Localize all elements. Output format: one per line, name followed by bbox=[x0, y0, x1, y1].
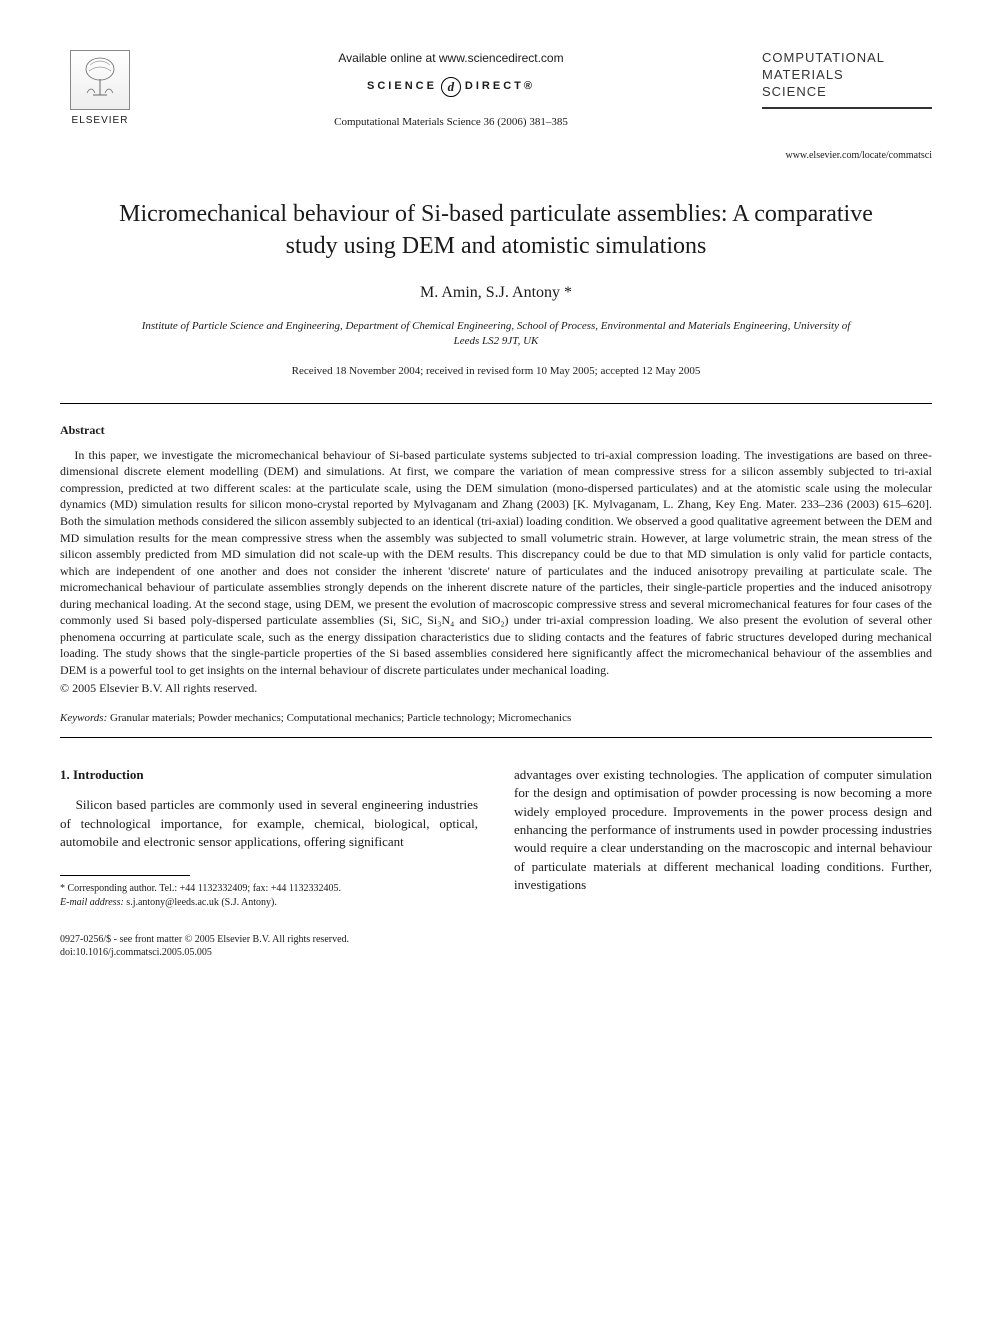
sd-text-left: SCIENCE bbox=[367, 79, 437, 94]
sciencedirect-logo: SCIENCE d DIRECT® bbox=[160, 77, 742, 97]
footnote-rule bbox=[60, 875, 190, 876]
rule-above-abstract bbox=[60, 403, 932, 404]
footnote-email: s.j.antony@leeds.ac.uk bbox=[124, 897, 222, 908]
keywords-line: Keywords: Granular materials; Powder mec… bbox=[60, 711, 932, 726]
abstract-body: In this paper, we investigate the microm… bbox=[60, 447, 932, 679]
corresponding-author-footnote: * Corresponding author. Tel.: +44 113233… bbox=[60, 882, 478, 909]
rule-below-keywords bbox=[60, 737, 932, 738]
elsevier-tree-icon bbox=[70, 50, 130, 110]
article-title: Micromechanical behaviour of Si-based pa… bbox=[100, 198, 892, 263]
column-left: 1. Introduction Silicon based particles … bbox=[60, 766, 478, 910]
header-center: Available online at www.sciencedirect.co… bbox=[140, 50, 762, 130]
footnote-email-label: E-mail address: bbox=[60, 897, 124, 908]
footnote-email-tail: (S.J. Antony). bbox=[221, 897, 277, 908]
footnote-corresponding: * Corresponding author. Tel.: +44 113233… bbox=[60, 882, 478, 896]
sd-text-right: DIRECT® bbox=[465, 79, 535, 94]
journal-url: www.elsevier.com/locate/commatsci bbox=[762, 149, 932, 163]
abstract-copyright: © 2005 Elsevier B.V. All rights reserved… bbox=[60, 680, 932, 697]
article-dates: Received 18 November 2004; received in r… bbox=[60, 364, 932, 379]
journal-reference: Computational Materials Science 36 (2006… bbox=[160, 115, 742, 130]
journal-logo-block: COMPUTATIONAL MATERIALS SCIENCE www.else… bbox=[762, 50, 932, 163]
available-online-text: Available online at www.sciencedirect.co… bbox=[160, 50, 742, 67]
journal-name-line2: MATERIALS bbox=[762, 67, 932, 84]
intro-para-left: Silicon based particles are commonly use… bbox=[60, 796, 478, 851]
publisher-name: ELSEVIER bbox=[72, 114, 129, 128]
page-footer: 0927-0256/$ - see front matter © 2005 El… bbox=[60, 933, 932, 959]
journal-header: ELSEVIER Available online at www.science… bbox=[60, 50, 932, 163]
journal-rule bbox=[762, 107, 932, 109]
publisher-logo: ELSEVIER bbox=[60, 50, 140, 128]
sd-circle-icon: d bbox=[441, 77, 461, 97]
keywords-text: Granular materials; Powder mechanics; Co… bbox=[107, 712, 571, 724]
journal-name: COMPUTATIONAL MATERIALS SCIENCE bbox=[762, 50, 932, 101]
journal-name-line3: SCIENCE bbox=[762, 84, 932, 101]
abstract-heading: Abstract bbox=[60, 422, 932, 439]
footer-front-matter: 0927-0256/$ - see front matter © 2005 El… bbox=[60, 933, 932, 946]
column-right: advantages over existing technologies. T… bbox=[514, 766, 932, 910]
section-heading-intro: 1. Introduction bbox=[60, 766, 478, 784]
body-columns: 1. Introduction Silicon based particles … bbox=[60, 766, 932, 910]
footnote-email-line: E-mail address: s.j.antony@leeds.ac.uk (… bbox=[60, 896, 478, 910]
authors: M. Amin, S.J. Antony * bbox=[60, 282, 932, 304]
affiliation: Institute of Particle Science and Engine… bbox=[140, 319, 852, 350]
intro-para-right: advantages over existing technologies. T… bbox=[514, 766, 932, 895]
keywords-label: Keywords: bbox=[60, 712, 107, 724]
footer-doi: doi:10.1016/j.commatsci.2005.05.005 bbox=[60, 946, 932, 959]
journal-name-line1: COMPUTATIONAL bbox=[762, 50, 932, 67]
